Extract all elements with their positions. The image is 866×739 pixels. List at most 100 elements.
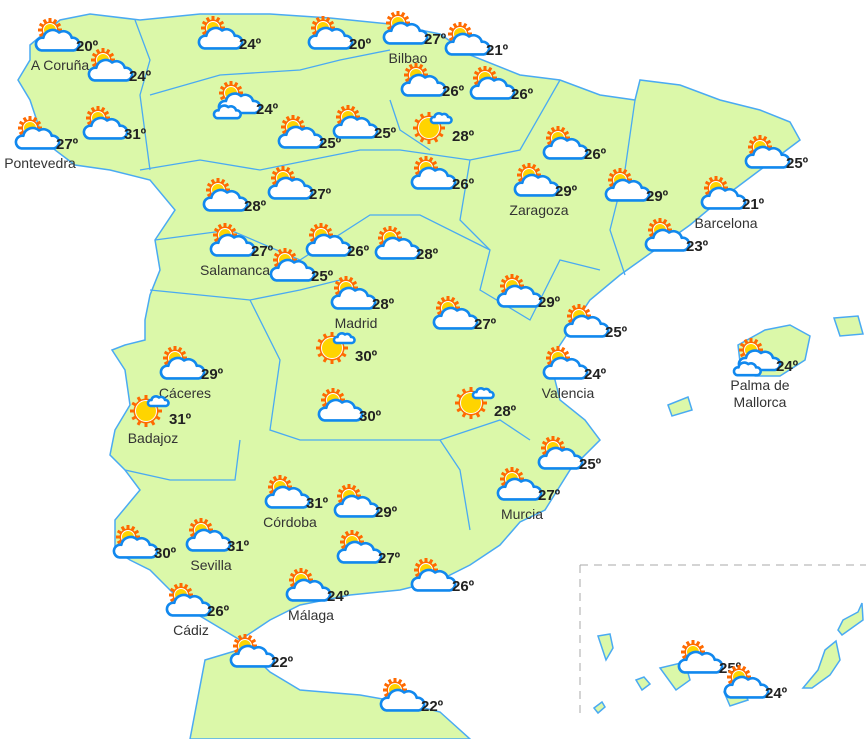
temperature-label: 29º	[375, 504, 398, 521]
weather-station[interactable]: 25º	[563, 304, 628, 341]
weather-station[interactable]: 29º	[333, 484, 398, 521]
sun-cloud-icon	[197, 16, 244, 50]
weather-station[interactable]: 24º	[723, 665, 788, 702]
weather-station[interactable]: 27º Murcia	[496, 467, 561, 522]
cloud-shape	[165, 593, 212, 617]
cloud-shape	[644, 228, 691, 252]
temperature-label: 25º	[579, 456, 602, 473]
sun-cloud-icon	[209, 223, 256, 257]
sun-cloud-icon	[285, 568, 332, 602]
weather-station[interactable]: 25º	[269, 248, 334, 285]
weather-station[interactable]: 26º	[305, 223, 370, 260]
sun-cloud-icon	[14, 116, 61, 150]
cloud-shape	[732, 361, 762, 377]
cloud-shape	[330, 286, 377, 310]
city-label: Salamanca	[200, 262, 270, 278]
weather-station[interactable]: 27º	[336, 530, 401, 567]
weather-station[interactable]: 28º	[455, 387, 517, 420]
weather-station[interactable]: 25º	[332, 105, 397, 142]
weather-station[interactable]: 24º Málaga	[285, 568, 350, 623]
weather-station[interactable]: 25º	[677, 640, 742, 677]
cloud-shape	[332, 115, 379, 139]
temperature-label: 22º	[421, 698, 444, 715]
weather-station[interactable]: 26º	[542, 126, 607, 163]
city-label: Barcelona	[694, 215, 757, 231]
weather-station[interactable]: 24º	[197, 16, 262, 53]
weather-station[interactable]: 26º	[400, 63, 465, 100]
temperature-label: 27º	[424, 31, 447, 48]
weather-station[interactable]: 26º Cádiz	[165, 583, 230, 638]
temperature-label: 26º	[584, 146, 607, 163]
weather-station[interactable]: 20º	[307, 16, 372, 53]
cloud-shape	[496, 477, 543, 501]
sun-cloud-icon	[537, 436, 584, 470]
weather-station[interactable]: 31º Badajoz	[128, 395, 192, 446]
city-label: Madrid	[335, 315, 378, 331]
weather-station[interactable]: 27º	[432, 296, 497, 333]
weather-station[interactable]: 21º Barcelona	[694, 176, 765, 231]
weather-station[interactable]: 31º	[82, 106, 147, 143]
temperature-label: 26º	[452, 176, 475, 193]
weather-station[interactable]: 29º Cáceres	[159, 346, 224, 401]
cloud-shape	[305, 233, 352, 257]
temperature-label: 24º	[776, 358, 799, 375]
sun-cloud-icon	[374, 226, 421, 260]
city-label: Badajoz	[128, 430, 179, 446]
temperature-label: 27º	[474, 316, 497, 333]
weather-station[interactable]: 24º	[87, 48, 152, 85]
sun-cloud-icon	[229, 634, 276, 668]
weather-station[interactable]: 26º	[410, 156, 475, 193]
canary-la-palma	[597, 633, 614, 662]
temperature-label: 21º	[742, 196, 765, 213]
sun-cloud-icon	[185, 518, 232, 552]
weather-station[interactable]: 27º	[267, 166, 332, 203]
weather-station[interactable]: 24º Valencia	[542, 346, 607, 401]
weather-station[interactable]: 25º	[744, 135, 809, 172]
temperature-label: 31º	[124, 126, 147, 143]
cloud-shape	[744, 145, 791, 169]
sun-cloud-icon	[333, 484, 380, 518]
weather-station[interactable]: 29º	[604, 168, 669, 205]
weather-station[interactable]: 30º	[317, 388, 382, 425]
weather-station[interactable]: 26º	[469, 66, 534, 103]
temperature-label: 28º	[416, 246, 439, 263]
temperature-label: 28º	[494, 403, 517, 420]
weather-station[interactable]: 30º	[112, 525, 177, 562]
temperature-label: 30º	[355, 348, 378, 365]
weather-station[interactable]: 31º Sevilla	[185, 518, 250, 573]
weather-station[interactable]: 23º	[644, 218, 709, 255]
weather-station[interactable]: 31º Córdoba	[263, 475, 329, 530]
weather-station[interactable]: 30º	[316, 332, 378, 365]
weather-station[interactable]: 22º	[379, 678, 444, 715]
cloud-shape	[513, 173, 560, 197]
weather-station[interactable]: 20º A Coruña	[31, 18, 99, 73]
weather-station[interactable]: 22º	[229, 634, 294, 671]
weather-station[interactable]: 28º	[202, 178, 267, 215]
weather-station[interactable]: 24º Palma de Mallorca	[730, 338, 799, 410]
sun-cloud-icon	[277, 115, 324, 149]
temperature-label: 20º	[76, 38, 99, 55]
weather-station[interactable]: 24º	[212, 81, 279, 120]
cloud-shape	[307, 26, 354, 50]
cloud-shape	[317, 398, 364, 422]
cloud-shape	[410, 568, 457, 592]
weather-station[interactable]: 27º Salamanca	[200, 223, 274, 278]
weather-station[interactable]: 26º	[410, 558, 475, 595]
sun-small-cloud-icon	[413, 112, 453, 144]
canary-hierro	[592, 700, 606, 715]
weather-station[interactable]: 28º Madrid	[330, 276, 395, 331]
weather-station[interactable]: 27º Pontevedra	[4, 116, 79, 171]
weather-station[interactable]: 29º Zaragoza	[509, 163, 578, 218]
weather-station[interactable]: 25º	[537, 436, 602, 473]
sun-cloud-icon	[744, 135, 791, 169]
weather-station[interactable]: 29º	[496, 274, 561, 311]
weather-station[interactable]: 28º	[413, 112, 475, 145]
weather-station[interactable]: 27º Bilbao	[382, 11, 447, 66]
cloud-shape	[82, 116, 129, 140]
weather-station[interactable]: 21º	[444, 22, 509, 59]
temperature-label: 23º	[686, 238, 709, 255]
weather-station[interactable]: 28º	[374, 226, 439, 263]
weather-station[interactable]: 25º	[277, 115, 342, 152]
